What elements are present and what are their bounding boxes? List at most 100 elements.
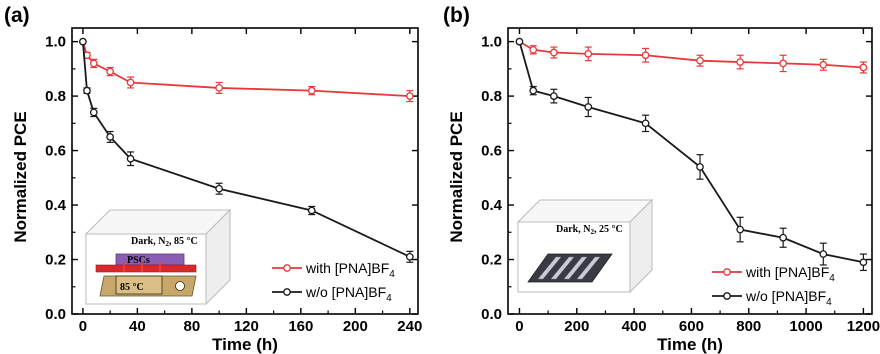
x-tick-label: 80 <box>184 318 201 335</box>
y-tick-label: 0.4 <box>45 197 67 214</box>
x-tick-label: 400 <box>622 318 647 335</box>
hot-plate-label: 85 °C <box>120 282 144 293</box>
data-point <box>106 133 114 141</box>
x-tick-label: 200 <box>564 318 589 335</box>
inset: Dark, N2, 85 °C PSCs 85 °C <box>84 208 232 306</box>
inset-condition-label: Dark, N2, 85 °C <box>131 236 198 248</box>
data-point <box>307 86 316 95</box>
series-line <box>518 41 864 264</box>
substrate <box>95 264 197 273</box>
legend-entry: with [PNA]BF4 <box>745 264 835 284</box>
data-point <box>79 37 87 46</box>
x-tick-label: 0 <box>79 318 87 335</box>
data-point <box>736 225 745 234</box>
plot-frame <box>71 27 419 315</box>
data-point <box>819 60 828 69</box>
x-tick-label: 600 <box>679 318 704 335</box>
data-point <box>89 108 98 117</box>
legend-entry: w/o [PNA]BF4 <box>305 284 392 304</box>
psc-device-label: PSCs <box>127 255 150 266</box>
y-axis-label: Normalized PCE <box>447 111 466 242</box>
data-point <box>529 45 538 54</box>
x-tick-label: 120 <box>234 318 259 335</box>
data-point <box>515 37 524 46</box>
electrode-strip-4 <box>576 256 601 280</box>
legend: with [PNA]BF4 w/o [PNA]BF4 <box>272 260 395 304</box>
data-point <box>405 252 414 261</box>
electrode-strip-3 <box>563 256 588 280</box>
data-point <box>550 48 558 57</box>
y-tick-label: 0.2 <box>45 252 66 269</box>
legend-marker <box>283 264 291 272</box>
x-tick-label: 1000 <box>789 318 822 335</box>
data-point <box>819 250 828 258</box>
legend-marker <box>723 268 731 276</box>
y-tick-label: 0.6 <box>45 143 66 160</box>
data-point <box>83 86 91 95</box>
panel-b: (b) Dark, N2, 25 °C 0 200 400 600 800 1000 1200 0… <box>443 4 880 354</box>
data-point <box>550 92 558 100</box>
hot-plate-display <box>115 275 163 295</box>
y-tick-label: 0.0 <box>45 306 66 323</box>
electrode-strip-2 <box>550 256 575 280</box>
data-point <box>405 92 414 100</box>
data-point <box>89 59 98 68</box>
y-tick-label: 0.0 <box>481 306 502 323</box>
data-point <box>696 56 704 65</box>
inset-box-top <box>516 199 654 223</box>
panel-a: (a) Dark, N2, 85 °C PSCs 85 °C 0 40 80 120 160 20… <box>4 4 422 354</box>
data-point <box>307 206 316 215</box>
hot-plate-knob <box>175 281 185 291</box>
y-tick-label: 0.4 <box>481 197 503 214</box>
data-point <box>215 84 223 92</box>
panel-label: (b) <box>443 4 470 27</box>
x-tick-label: 200 <box>343 318 368 335</box>
data-point <box>859 63 868 72</box>
inset-box-top <box>84 209 232 235</box>
y-tick-label: 0.6 <box>481 143 502 160</box>
series-without-pna <box>515 37 868 272</box>
y-tick-label: 1.0 <box>45 34 66 51</box>
data-point <box>641 119 650 128</box>
legend-marker <box>723 292 731 300</box>
series-with-pna <box>515 37 868 74</box>
y-tick-label: 0.2 <box>481 252 502 269</box>
data-point <box>779 59 787 68</box>
x-tick-label: 1200 <box>847 318 880 335</box>
legend-entry: with [PNA]BF4 <box>305 260 395 280</box>
inset: Dark, N2, 25 °C <box>516 198 654 294</box>
plot-frame <box>507 27 873 315</box>
data-point <box>736 58 745 66</box>
series-line <box>519 40 864 69</box>
data-point <box>779 233 787 242</box>
series-without-pna <box>79 37 414 263</box>
device-substrate <box>527 253 613 283</box>
y-axis-label: Normalized PCE <box>11 111 30 242</box>
inset-condition-label: Dark, N2, 25 °C <box>556 224 623 236</box>
data-point <box>529 86 538 95</box>
data-point <box>859 258 868 267</box>
x-tick-label: 240 <box>397 318 422 335</box>
x-tick-label: 800 <box>736 318 761 335</box>
panel-label: (a) <box>4 4 30 27</box>
y-tick-label: 0.8 <box>45 88 66 105</box>
data-point <box>126 78 135 87</box>
legend-entry: w/o [PNA]BF4 <box>745 288 832 308</box>
electrode-strip-1 <box>537 256 562 280</box>
x-tick-label: 40 <box>129 318 146 335</box>
x-axis-label: Time (h) <box>212 335 278 354</box>
series-with-pna <box>79 37 414 103</box>
data-point <box>215 184 223 193</box>
x-tick-label: 160 <box>288 318 313 335</box>
data-point <box>696 163 704 171</box>
x-axis-label: Time (h) <box>657 335 723 354</box>
data-point <box>106 67 114 76</box>
data-point <box>584 50 593 58</box>
x-tick-label: 0 <box>515 318 523 335</box>
legend-marker <box>283 288 291 296</box>
data-point <box>641 51 650 60</box>
y-tick-label: 1.0 <box>481 34 502 51</box>
data-point <box>584 103 593 111</box>
y-tick-label: 0.8 <box>481 88 502 105</box>
